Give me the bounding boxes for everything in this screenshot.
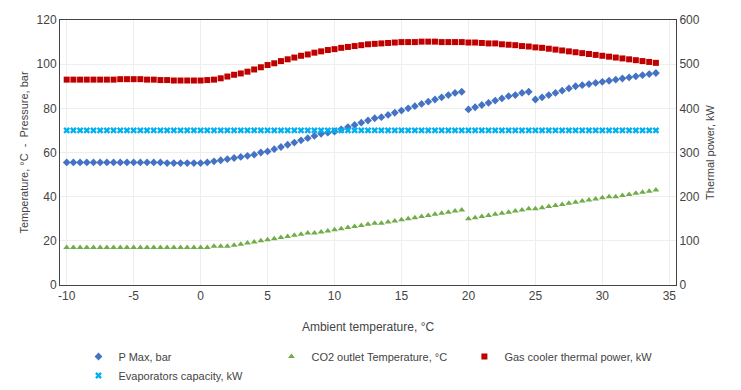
svg-text:500: 500 <box>679 57 699 71</box>
svg-text:5: 5 <box>264 289 271 303</box>
svg-text:300: 300 <box>679 146 699 160</box>
svg-text:100: 100 <box>679 234 699 248</box>
svg-text:10: 10 <box>328 289 342 303</box>
svg-text:80: 80 <box>43 102 57 116</box>
svg-text:CO2 outlet Temperature, °C: CO2 outlet Temperature, °C <box>311 351 447 363</box>
svg-text:0: 0 <box>679 278 686 292</box>
svg-text:400: 400 <box>679 102 699 116</box>
svg-text:P Max, bar: P Max, bar <box>119 351 172 363</box>
svg-text:Evaporators capacity, kW: Evaporators capacity, kW <box>119 370 244 382</box>
svg-text:600: 600 <box>679 13 699 27</box>
svg-text:Temperature, °C - Pressure,: Temperature, °C - Pressure, bar <box>18 71 30 233</box>
svg-text:0: 0 <box>50 278 57 292</box>
svg-text:35: 35 <box>663 289 677 303</box>
svg-text:-10: -10 <box>58 289 76 303</box>
svg-text:40: 40 <box>43 190 57 204</box>
svg-text:15: 15 <box>395 289 409 303</box>
svg-text:120: 120 <box>37 13 57 27</box>
svg-text:100: 100 <box>37 57 57 71</box>
svg-text:25: 25 <box>529 289 543 303</box>
svg-text:20: 20 <box>462 289 476 303</box>
svg-text:60: 60 <box>43 146 57 160</box>
svg-text:0: 0 <box>197 289 204 303</box>
svg-text:Gas cooler thermal power, kW: Gas cooler thermal power, kW <box>504 351 652 363</box>
svg-text:Thermal power, kW: Thermal power, kW <box>704 105 716 200</box>
svg-text:30: 30 <box>596 289 610 303</box>
svg-text:Ambient temperature, °C: Ambient temperature, °C <box>302 320 435 334</box>
svg-text:-5: -5 <box>128 289 139 303</box>
svg-text:200: 200 <box>679 190 699 204</box>
svg-text:20: 20 <box>43 234 57 248</box>
